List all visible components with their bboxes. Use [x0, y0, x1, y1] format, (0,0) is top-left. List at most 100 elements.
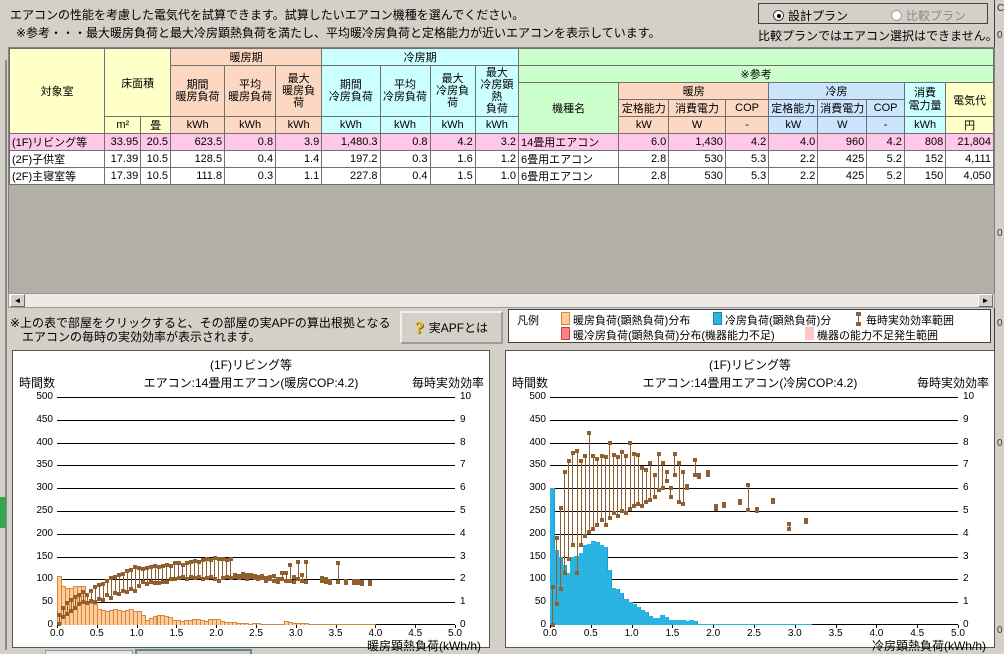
- value-cell[interactable]: 4,111: [945, 150, 994, 168]
- value-cell[interactable]: 10.5: [140, 150, 172, 168]
- range-bottom-marker: [566, 556, 571, 561]
- value-cell[interactable]: 111.8: [170, 167, 226, 185]
- value-cell[interactable]: 808: [903, 133, 947, 151]
- range-top-marker: [164, 562, 169, 567]
- value-cell[interactable]: 17.39: [104, 167, 142, 185]
- value-cell[interactable]: 4.2: [429, 133, 476, 151]
- value-cell[interactable]: 1.6: [429, 150, 476, 168]
- value-cell[interactable]: 150: [903, 167, 947, 185]
- apf-help-button[interactable]: ? 実APFとは: [400, 311, 503, 344]
- value-cell[interactable]: 4,050: [945, 167, 994, 185]
- value-cell[interactable]: 1,430: [668, 133, 726, 151]
- value-cell[interactable]: 0.8: [379, 133, 431, 151]
- value-cell[interactable]: 1.4: [275, 150, 323, 168]
- table-row[interactable]: (1F)リビング等 33.95 20.5 623.5 0.8 3.9 1,480.3 0.8 4…: [8, 133, 994, 151]
- value-cell[interactable]: 1.2: [474, 150, 520, 168]
- value-cell[interactable]: 17.39: [104, 150, 142, 168]
- value-cell[interactable]: 2.8: [618, 167, 670, 185]
- value-cell[interactable]: 2.8: [618, 150, 670, 168]
- x-tick-mark: [835, 625, 837, 628]
- scroll-right-button[interactable]: ►: [978, 294, 993, 307]
- table-row[interactable]: (2F)子供室 17.39 10.5 128.5 0.4 1.4 197.2 0.3 1.6 1.…: [8, 150, 994, 168]
- value-cell[interactable]: 4.2: [724, 133, 770, 151]
- legend-item-label: 暖房負荷(顕熱負荷)分布: [573, 315, 691, 327]
- efficiency-range-line: [62, 607, 64, 617]
- room-cell[interactable]: (2F)子供室: [8, 150, 106, 168]
- value-cell[interactable]: 0.4: [224, 150, 277, 168]
- scroll-left-button[interactable]: ◄: [10, 294, 25, 307]
- table-row[interactable]: (2F)主寝室等 17.39 10.5 111.8 0.3 1.1 227.8 0.4 1.5 1…: [8, 167, 994, 185]
- range-bottom-marker: [133, 588, 138, 593]
- efficiency-range-line: [658, 454, 660, 491]
- x-tick: 2.0: [706, 628, 721, 639]
- value-cell[interactable]: 5.3: [724, 150, 770, 168]
- range-top-marker: [575, 448, 580, 453]
- value-cell[interactable]: 227.8: [321, 167, 381, 185]
- value-cell[interactable]: 3.2: [474, 133, 520, 151]
- value-cell[interactable]: 21,804: [945, 133, 994, 151]
- value-cell[interactable]: 1.5: [429, 167, 476, 185]
- room-cell[interactable]: (1F)リビング等: [8, 133, 106, 151]
- range-top-marker: [636, 453, 641, 458]
- range-bottom-marker: [672, 472, 677, 477]
- value-cell[interactable]: 2.2: [768, 150, 819, 168]
- value-cell[interactable]: 4.0: [768, 133, 819, 151]
- range-bottom-marker: [324, 579, 329, 584]
- range-top-marker: [288, 562, 293, 567]
- value-cell[interactable]: 33.95: [104, 133, 142, 151]
- value-cell[interactable]: 152: [903, 150, 947, 168]
- value-cell[interactable]: 425: [817, 167, 868, 185]
- value-cell[interactable]: 1.1: [275, 167, 323, 185]
- horizontal-scrollbar[interactable]: ◄ ►: [8, 293, 995, 308]
- value-cell[interactable]: 0.8: [224, 133, 277, 151]
- value-cell[interactable]: 0.3: [224, 167, 277, 185]
- value-cell[interactable]: 1.0: [474, 167, 520, 185]
- room-cell[interactable]: (2F)主寝室等: [8, 167, 106, 185]
- gridline: [57, 397, 455, 398]
- apf-note-line2: エアコンの毎時の実効効率が表示されます。: [22, 330, 261, 344]
- value-cell[interactable]: 530: [668, 167, 726, 185]
- value-cell[interactable]: 425: [817, 150, 868, 168]
- efficiency-range-line: [222, 558, 224, 579]
- range-bottom-marker: [220, 576, 225, 581]
- radio-checked-icon[interactable]: [773, 10, 784, 21]
- value-cell[interactable]: 197.2: [321, 150, 381, 168]
- efficiency-range-line: [138, 568, 140, 587]
- range-bottom-marker: [160, 579, 165, 584]
- value-cell[interactable]: 6.0: [618, 133, 670, 151]
- range-bottom-marker: [260, 576, 265, 581]
- value-cell[interactable]: 5.3: [724, 167, 770, 185]
- value-cell[interactable]: 0.3: [379, 150, 431, 168]
- value-cell[interactable]: 623.5: [170, 133, 226, 151]
- gridline: [57, 511, 455, 512]
- value-cell[interactable]: 1,480.3: [321, 133, 381, 151]
- background-bottom-button: [135, 649, 252, 654]
- value-cell[interactable]: 960: [817, 133, 868, 151]
- range-bottom-marker: [109, 595, 114, 600]
- efficiency-range-line: [66, 603, 68, 614]
- value-cell[interactable]: 4.2: [866, 133, 905, 151]
- value-cell[interactable]: 20.5: [140, 133, 172, 151]
- value-cell[interactable]: 6畳用エアコン: [518, 167, 620, 185]
- range-bottom-marker: [636, 502, 641, 507]
- value-cell[interactable]: 5.2: [866, 167, 905, 185]
- value-cell[interactable]: 10.5: [140, 167, 172, 185]
- value-cell[interactable]: 6畳用エアコン: [518, 150, 620, 168]
- compare-plan-radio[interactable]: 比較プラン: [891, 7, 966, 24]
- value-cell[interactable]: 0.4: [379, 167, 431, 185]
- value-cell[interactable]: 530: [668, 150, 726, 168]
- value-cell[interactable]: 128.5: [170, 150, 226, 168]
- value-cell[interactable]: 2.2: [768, 167, 819, 185]
- range-top-marker: [93, 585, 98, 590]
- range-bottom-marker: [562, 570, 567, 575]
- gridline: [57, 465, 455, 467]
- value-cell[interactable]: 14畳用エアコン: [518, 133, 620, 151]
- radio-unchecked-icon[interactable]: [891, 10, 902, 21]
- x-tick-mark: [295, 625, 297, 628]
- instruction-line2: ※参考・・・最大暖房負荷と最大冷房顕熱負荷を満たし、平均暖冷房負荷と定格能力が近…: [16, 26, 661, 40]
- value-cell[interactable]: 3.9: [275, 133, 323, 151]
- range-top-marker: [240, 571, 245, 576]
- range-top-marker: [623, 454, 628, 459]
- value-cell[interactable]: 5.2: [866, 150, 905, 168]
- design-plan-radio[interactable]: 設計プラン: [773, 7, 848, 24]
